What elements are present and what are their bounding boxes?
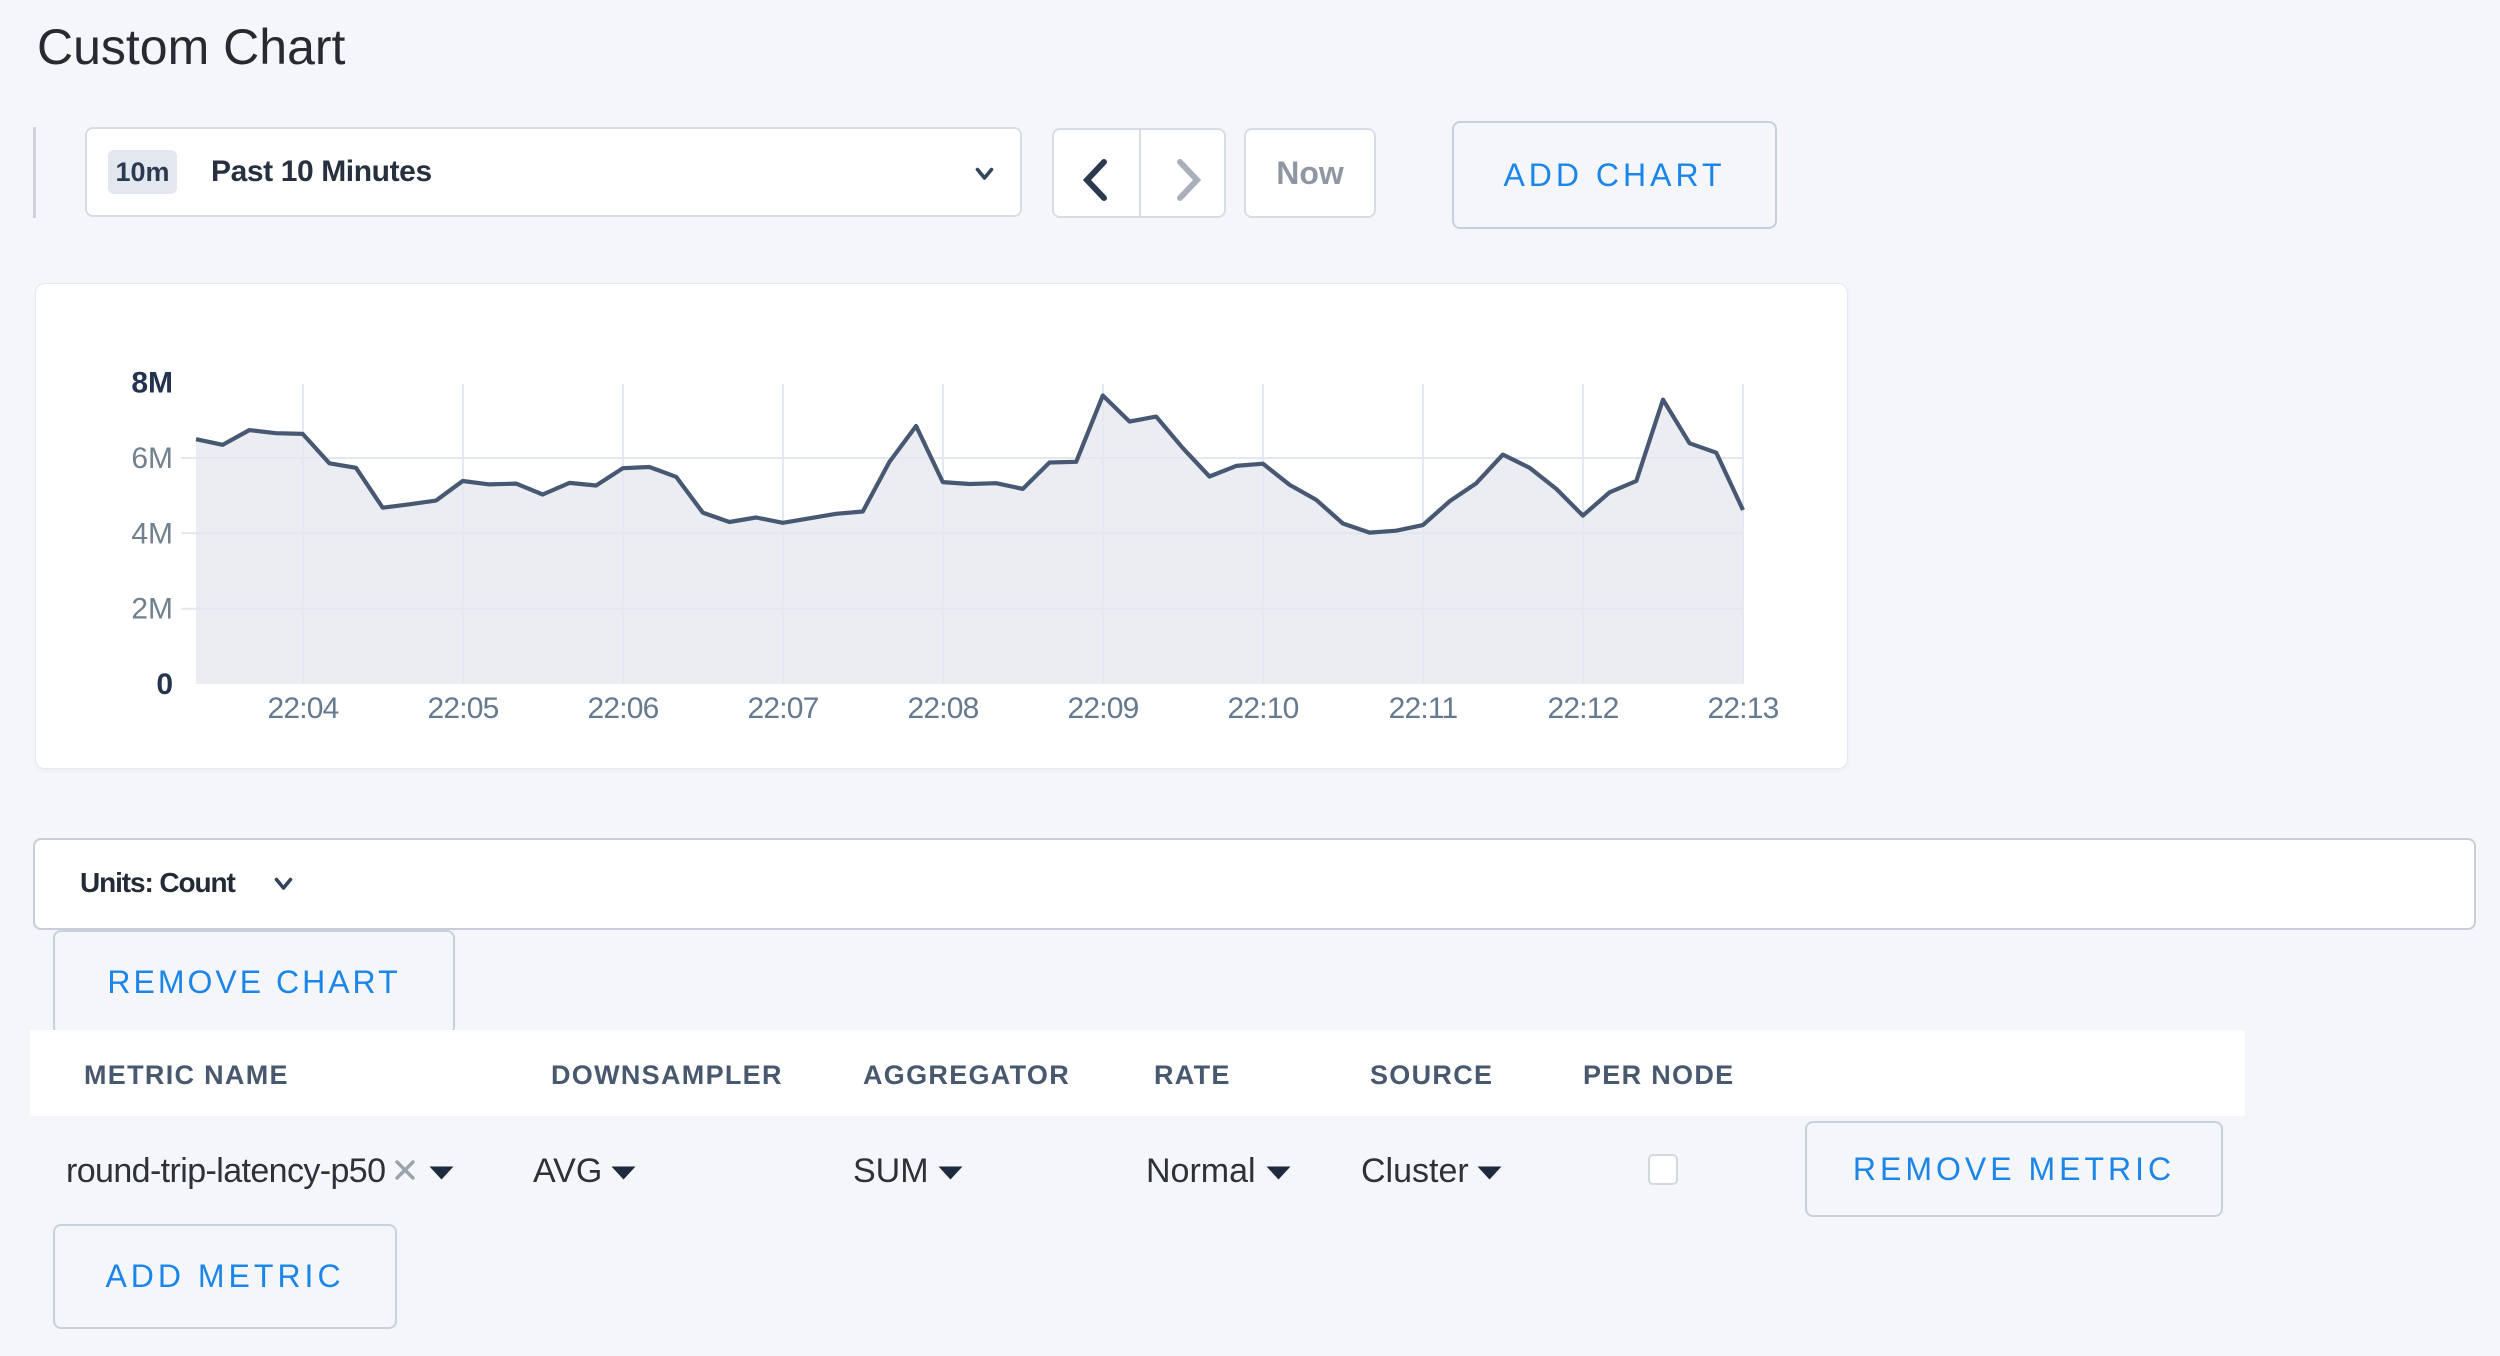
- svg-text:2M: 2M: [131, 593, 173, 626]
- svg-text:0: 0: [156, 668, 173, 701]
- svg-text:22:10: 22:10: [1227, 692, 1298, 725]
- svg-text:8M: 8M: [131, 367, 173, 400]
- svg-text:22:09: 22:09: [1067, 692, 1138, 725]
- svg-text:22:08: 22:08: [907, 692, 978, 725]
- svg-text:4M: 4M: [131, 517, 173, 550]
- svg-text:22:05: 22:05: [427, 692, 498, 725]
- svg-text:6M: 6M: [131, 442, 173, 475]
- svg-text:22:06: 22:06: [587, 692, 658, 725]
- svg-text:22:12: 22:12: [1547, 692, 1618, 725]
- svg-text:22:11: 22:11: [1389, 692, 1458, 725]
- svg-text:22:07: 22:07: [747, 692, 818, 725]
- svg-text:22:04: 22:04: [267, 692, 338, 725]
- svg-text:22:13: 22:13: [1707, 692, 1778, 725]
